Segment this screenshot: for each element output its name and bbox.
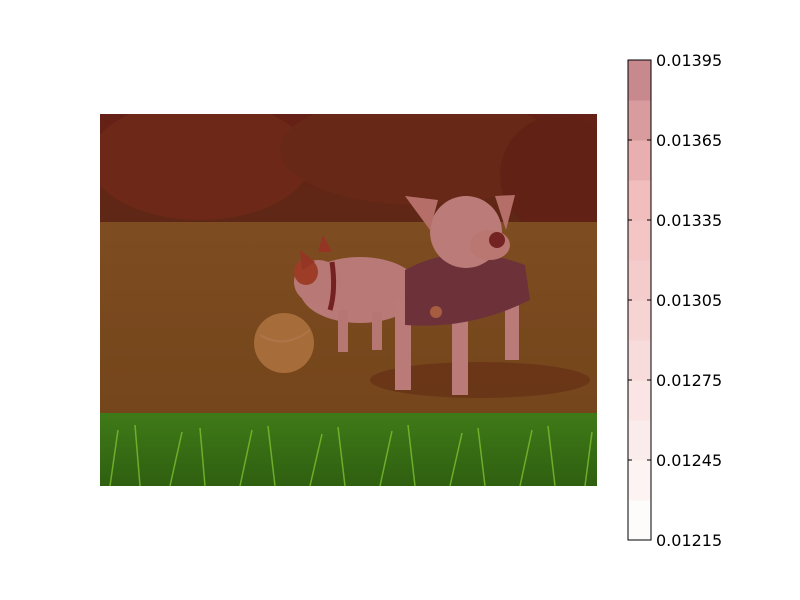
colorbar-band [628, 420, 651, 461]
colorbar-band [628, 460, 651, 501]
grass-blades [109, 424, 593, 486]
heatmap-overlay-cell [100, 114, 597, 413]
colorbar-tick-label: 0.01365 [656, 131, 722, 150]
colorbar-band [628, 140, 651, 181]
colorbar: 0.01215 0.01245 0.01275 0.01305 0.01335 0.013… [627, 51, 722, 550]
front-grass [100, 413, 597, 486]
colorbar-band [628, 300, 651, 341]
colorbar-band [628, 180, 651, 221]
colorbar-band [628, 260, 651, 301]
colorbar-tick-label: 0.01215 [656, 531, 722, 550]
colorbar-band [628, 220, 651, 261]
colorbar-tick-label: 0.01305 [656, 291, 722, 310]
colorbar-tick-label: 0.01275 [656, 371, 722, 390]
colorbar-band [628, 380, 651, 421]
colorbar-band [628, 500, 651, 541]
colorbar-band [628, 340, 651, 381]
colorbar-tick-label: 0.01335 [656, 211, 722, 230]
colorbar-band [628, 60, 651, 101]
colorbar-tick-label: 0.01245 [656, 451, 722, 470]
colorbar-band [628, 100, 651, 141]
colorbar-tick-label: 0.01395 [656, 51, 722, 70]
